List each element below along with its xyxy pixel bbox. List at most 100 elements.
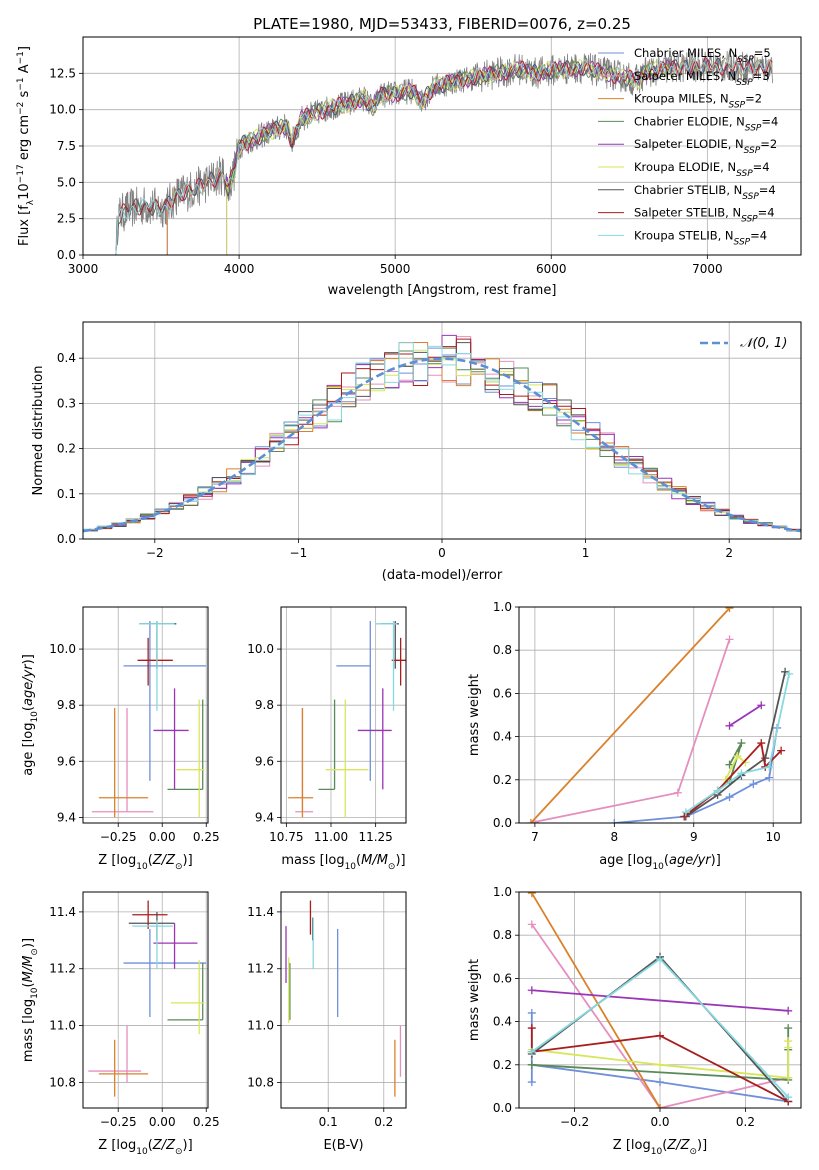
series-marker — [673, 788, 682, 797]
label-part: age [ — [599, 853, 632, 868]
legend-entry: Chabrier MILES, NSSP=5 — [634, 46, 771, 65]
y-axis-label: Normed distribution — [31, 366, 46, 496]
label-part: log — [631, 1138, 651, 1153]
legend-entry: 𝒩(0, 1) — [740, 336, 787, 351]
label-part: ( — [356, 853, 361, 868]
y-tick-label: 7.5 — [57, 139, 76, 153]
y-tick-label: 11.2 — [49, 962, 76, 976]
series-marker — [785, 669, 794, 678]
y-tick-label: 9.4 — [255, 810, 274, 824]
y-tick-label: 0.2 — [493, 773, 512, 787]
x-tick-label: 0.1 — [319, 1115, 338, 1129]
y-tick-label: 11.0 — [247, 1019, 274, 1033]
residual-panel-frame — [82, 321, 802, 540]
series-marker — [749, 780, 758, 789]
weight-age-panel-plot — [526, 607, 794, 823]
x-tick-label: 2 — [725, 546, 733, 560]
residual-panel: −2 −1 0 1 2 0.0 0.1 0.2 0.3 0.4 (data-model)/error… — [31, 321, 802, 583]
x-tick-label: 0 — [438, 546, 446, 560]
label-part: ( — [148, 853, 153, 868]
y-tick-label: 0.2 — [57, 442, 76, 456]
mass-ebv-panel: 0.1 0.2 10.8 11.0 11.2 11.4 E(B-V) — [247, 891, 407, 1153]
y-tick-label: 10.0 — [247, 642, 274, 656]
legend-entry: Kroupa STELIB, NSSP=4 — [634, 228, 767, 247]
label-part: Salpeter MILES, N — [634, 69, 736, 83]
label-part: Chabrier MILES, N — [634, 46, 737, 60]
x-axis-label: mass [log10(M/M⊙)] — [281, 853, 405, 872]
series-marker — [757, 739, 766, 748]
label-part: age/yr — [669, 853, 712, 868]
series-marker — [725, 635, 734, 644]
y-tick-label: 0.4 — [57, 351, 76, 365]
series-marker — [765, 773, 774, 782]
series-marker — [656, 954, 664, 963]
label-part: log — [325, 853, 345, 868]
x-tick-label: 4000 — [224, 262, 255, 276]
label-part: Z [ — [98, 1138, 116, 1153]
x-tick-label: 6000 — [536, 262, 567, 276]
x-tick-label: 8 — [611, 830, 619, 844]
label-part: =4 — [759, 183, 776, 197]
model-line-chabrier-miles — [166, 58, 773, 255]
label-part: −2 — [16, 102, 26, 115]
label-part: SSP — [736, 169, 753, 179]
y-tick-label: 0.6 — [493, 971, 512, 985]
label-part: 10 — [652, 862, 664, 872]
age-z-panel-grid — [83, 607, 208, 823]
label-part: A — [17, 64, 32, 77]
label-part: Salpeter ELODIE, N — [634, 137, 744, 151]
series-marker — [761, 754, 770, 763]
x-tick-label: −0.25 — [100, 1115, 137, 1129]
label-part: 10 — [30, 987, 40, 999]
series-marker — [526, 819, 535, 823]
label-part: log — [21, 999, 36, 1019]
y-tick-label: 0.8 — [493, 643, 512, 657]
y-axis-label: mass [log10(M/M⊙)] — [21, 938, 40, 1062]
spectrum-panel-plot — [115, 50, 773, 255]
series-line — [530, 607, 731, 823]
series-marker — [681, 808, 690, 817]
series-marker — [784, 1043, 793, 1052]
label-part: log — [633, 853, 653, 868]
age-z-panel: −0.25 0.00 0.259.49.69.810.0Z [log10(Z/Z⊙)… — [21, 606, 220, 872]
label-part: Chabrier STELIB, N — [634, 183, 742, 197]
x-tick-label: 0.00 — [149, 1115, 176, 1129]
series-marker — [784, 1073, 793, 1082]
label-part: Z [ — [98, 853, 116, 868]
x-axis-label: Z [log10(Z/Z⊙)] — [98, 853, 192, 872]
label-part: log — [116, 853, 136, 868]
y-tick-label: 11.0 — [49, 1019, 76, 1033]
y-tick-label: 10.0 — [49, 642, 76, 656]
label-part: 10 — [651, 1147, 663, 1157]
label-part: log — [21, 723, 36, 743]
label-part: log — [116, 1138, 136, 1153]
y-axis-label: Flux [fλ10−17 erg cm−2 s−1 A−1] — [16, 46, 36, 246]
legend-entry: Salpeter STELIB, NSSP=4 — [634, 206, 775, 225]
y-tick-label: 1.0 — [493, 885, 512, 899]
label-part: )] — [711, 853, 721, 868]
label-part: =4 — [750, 228, 767, 242]
age-mass-panel-frame — [280, 606, 407, 824]
y-tick-label: 11.2 — [247, 962, 274, 976]
label-part: SSP — [736, 78, 753, 88]
model-line-salpeter-elodie — [226, 59, 677, 255]
label-part: ⊙ — [175, 1147, 183, 1157]
y-tick-label: 10.8 — [247, 1075, 274, 1089]
label-part: =2 — [745, 92, 762, 106]
age-z-panel-frame — [82, 606, 209, 824]
series-marker — [527, 1060, 536, 1069]
weight-z-panel-frame — [518, 891, 802, 1109]
label-part: ( — [21, 706, 36, 711]
label-part: =3 — [753, 69, 770, 83]
mass-z-panel-grid — [83, 892, 208, 1108]
x-axis-label: (data-model)/error — [382, 568, 503, 583]
spectrum-panel: 3000 4000 5000 6000 7000 0.0 2.5 5.0 7.5 10.0 12.5… — [16, 15, 802, 298]
mass-z-panel-frame — [82, 891, 209, 1109]
label-part: )] — [21, 654, 36, 664]
legend-entry: Salpeter ELODIE, NSSP=2 — [634, 137, 777, 156]
label-part: ( — [148, 1138, 153, 1153]
label-part: )] — [697, 1138, 707, 1153]
label-part: erg cm — [17, 115, 32, 164]
label-part: Z [ — [613, 1138, 631, 1153]
